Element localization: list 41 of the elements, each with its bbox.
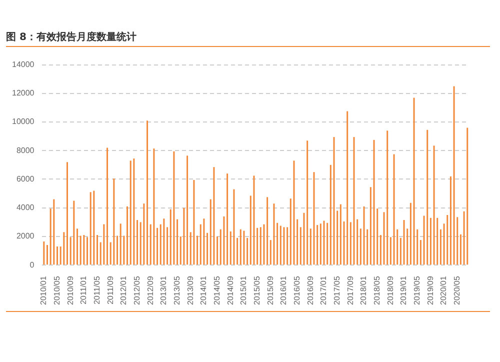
x-tick-label: 2013/05 xyxy=(172,276,182,306)
x-tick-label: 2015/01 xyxy=(239,276,248,306)
y-tick-label: 0 xyxy=(30,260,35,270)
x-tick-label: 2011/05 xyxy=(92,276,102,304)
x-tick-label: 2020/05 xyxy=(452,276,462,306)
x-tick-label: 2013/01 xyxy=(159,276,168,306)
x-tick-label: 2017/05 xyxy=(332,276,342,306)
x-tick-label: 2010/05 xyxy=(52,276,62,306)
x-tick-label: 2020/01 xyxy=(439,276,448,306)
y-tick-label: 14000 xyxy=(12,60,35,70)
x-tick-label: 2014/05 xyxy=(212,276,222,306)
y-tick-label: 4000 xyxy=(16,203,35,212)
x-tick-label: 2017/01 xyxy=(319,276,328,306)
x-tick-label: 2018/05 xyxy=(372,276,382,306)
x-tick-label: 2012/05 xyxy=(132,276,142,306)
x-tick-label: 2015/09 xyxy=(266,276,275,306)
x-tick-label: 2018/09 xyxy=(386,276,395,306)
x-tick-label: 2019/09 xyxy=(426,276,435,306)
x-tick-label: 2013/09 xyxy=(186,276,195,306)
x-tick-label: 2016/01 xyxy=(279,276,288,306)
x-tick-label: 2019/01 xyxy=(399,276,408,306)
chart-title: 图 8：有效报告月度数量统计 xyxy=(6,30,136,44)
x-tick-label: 2018/01 xyxy=(359,276,368,306)
y-tick-label: 12000 xyxy=(12,88,35,98)
x-tick-label: 2012/09 xyxy=(146,276,155,306)
x-tick-label: 2015/05 xyxy=(252,276,262,306)
x-tick-label: 2012/01 xyxy=(119,276,128,306)
y-tick-label: 10000 xyxy=(12,117,35,126)
x-tick-label: 2011/01 xyxy=(79,276,88,304)
x-tick-label: 2010/09 xyxy=(66,276,75,306)
y-tick-label: 6000 xyxy=(16,174,35,184)
x-tick-label: 2016/05 xyxy=(292,276,302,306)
x-tick-label: 2016/09 xyxy=(306,276,315,306)
x-tick-label: 2019/05 xyxy=(412,276,422,306)
x-tick-label: 2014/01 xyxy=(199,276,208,306)
x-tick-label: 2010/01 xyxy=(39,276,48,306)
x-tick-label: 2011/09 xyxy=(106,276,115,304)
y-tick-label: 8000 xyxy=(16,146,35,155)
x-tick-label: 2017/09 xyxy=(346,276,355,306)
x-tick-label: 2014/09 xyxy=(226,276,235,306)
y-tick-label: 2000 xyxy=(16,232,35,241)
